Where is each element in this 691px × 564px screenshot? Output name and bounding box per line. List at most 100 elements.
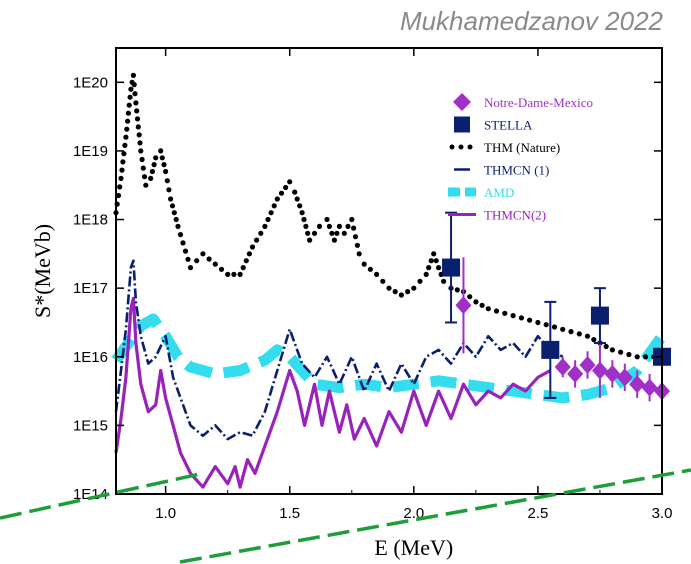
thm-point (591, 337, 597, 343)
stella-point (442, 258, 461, 277)
thm-point (354, 242, 360, 248)
plot-layer (116, 48, 662, 494)
thm-point (218, 266, 225, 272)
thm-point (436, 265, 442, 271)
y-tick-label: 1E16 (73, 349, 108, 366)
thm-point (206, 256, 212, 262)
thm-point (316, 223, 323, 229)
legend-label: THMCN (1) (484, 163, 549, 178)
thm-point (137, 140, 143, 146)
legend-marker-stella (454, 116, 470, 133)
thm-point (159, 155, 165, 161)
legend-marker-nd-mexico (453, 93, 471, 111)
thm-point (405, 289, 411, 295)
thm-point (134, 116, 141, 122)
series-thm-nature (113, 72, 657, 360)
thm-point (485, 306, 491, 312)
legend: Notre-Dame-Mexico STELLA THM (Nature) THMCN… (448, 93, 593, 223)
thm-point (268, 210, 274, 216)
thm-point (336, 223, 342, 229)
thm-point (493, 308, 500, 314)
thm-point (161, 162, 167, 168)
thm-point (149, 168, 155, 175)
thm-point (168, 196, 174, 202)
thm-point (254, 237, 260, 243)
thm-point (431, 251, 437, 257)
thm-point (626, 351, 632, 358)
thm-point (118, 175, 124, 181)
thm-point (411, 285, 417, 291)
thm-point (163, 168, 169, 175)
thm-point (130, 72, 136, 78)
x-tick-label: 2.5 (527, 505, 548, 522)
thm-point (423, 271, 429, 277)
nd-mexico-point (604, 364, 621, 383)
thm-point (576, 331, 582, 337)
thm-point (392, 289, 398, 295)
thm-point (185, 256, 191, 262)
thm-point (292, 189, 298, 195)
series-layer (111, 72, 671, 489)
plot-frame (115, 47, 663, 495)
thm-point (361, 261, 367, 267)
nd-mexico-point (616, 368, 633, 387)
thm-point (237, 271, 243, 277)
thm-point (187, 265, 194, 271)
y-tick-label: 1E15 (73, 417, 108, 434)
y-tick-label: 1E19 (73, 143, 108, 160)
thm-point (175, 223, 181, 229)
thm-point (356, 251, 362, 257)
thm-point (307, 237, 313, 243)
thm-point (367, 266, 373, 272)
thm-point (374, 271, 380, 277)
thm-point (180, 240, 186, 246)
legend-marker-thm (449, 144, 455, 150)
nd-mexico-point (579, 356, 596, 375)
thm-point (398, 292, 404, 298)
y-tick-label: 1E17 (73, 280, 108, 297)
nd-mexico-point (591, 361, 608, 380)
legend-marker-thm (467, 144, 473, 150)
thm-point (535, 319, 541, 326)
thm-point (225, 271, 231, 277)
thm-point (331, 237, 337, 243)
thm-point (642, 354, 649, 360)
series-line-thmcn2 (114, 296, 552, 489)
thm-point (123, 134, 129, 140)
thm-point (136, 132, 142, 138)
thm-point (125, 118, 131, 124)
thm-point (135, 124, 141, 130)
y-tick-label: 1E18 (73, 212, 108, 229)
thm-point (274, 196, 280, 202)
nd-mexico-point (554, 358, 571, 377)
nd-mexico-point (641, 378, 658, 397)
thm-point (303, 223, 309, 229)
thm-point (231, 271, 237, 277)
thm-point (428, 258, 434, 264)
thm-point (473, 299, 479, 305)
thm-point (166, 187, 172, 193)
thm-point (510, 313, 516, 319)
nd-mexico-point (629, 375, 646, 394)
thm-point (278, 190, 285, 196)
thm-point (127, 94, 133, 100)
thm-point (441, 278, 447, 284)
thm-point (138, 148, 144, 154)
thm-point (467, 294, 473, 300)
thm-point (609, 347, 616, 353)
thm-point (334, 230, 340, 236)
thm-point (634, 354, 640, 360)
thm-point (119, 167, 125, 173)
thm-point (287, 179, 293, 185)
thm-point (584, 333, 591, 339)
thm-point (140, 165, 146, 171)
thm-point (139, 156, 145, 163)
thm-point (351, 225, 357, 231)
thm-point (212, 261, 218, 267)
thm-point (301, 216, 307, 223)
thm-point (151, 162, 157, 168)
series-line-thmcn1 (114, 259, 564, 441)
nd-mexico-point (567, 364, 584, 383)
thm-point (297, 203, 303, 209)
